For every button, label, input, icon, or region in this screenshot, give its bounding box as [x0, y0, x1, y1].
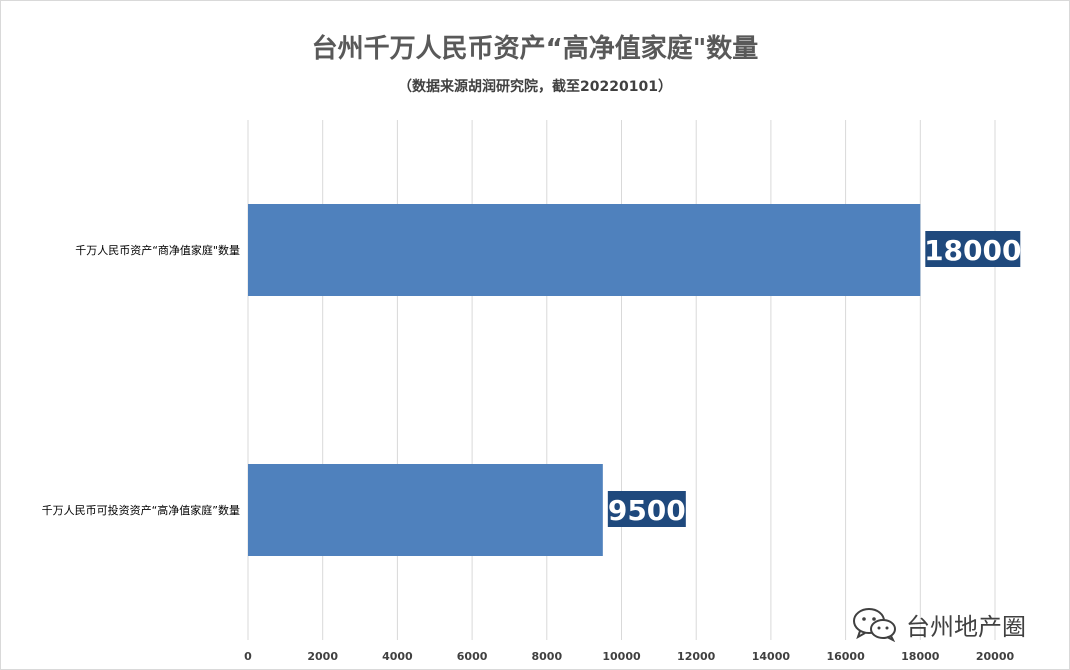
data-label: 18000 — [924, 234, 1021, 267]
data-label-box — [607, 491, 686, 527]
watermark-text: 台州地产圈 — [906, 612, 1026, 641]
data-label: 9500 — [608, 494, 686, 527]
data-label-box — [925, 231, 1021, 267]
y-category-label: 千万人民币可投资资产“高净值家庭”数量 — [42, 503, 240, 517]
x-tick-label: 6000 — [457, 650, 488, 663]
x-tick-label: 12000 — [677, 650, 716, 663]
x-tick-label: 18000 — [901, 650, 940, 663]
wechat-icon — [853, 608, 896, 642]
x-tick-label: 14000 — [752, 650, 791, 663]
x-tick-label: 8000 — [531, 650, 562, 663]
x-tick-label: 0 — [244, 650, 252, 663]
x-tick-label: 16000 — [826, 650, 865, 663]
bar — [248, 464, 603, 556]
x-tick-label: 4000 — [382, 650, 413, 663]
x-tick-label: 10000 — [602, 650, 641, 663]
x-tick-label: 20000 — [976, 650, 1015, 663]
y-category-label: 千万人民币资产“商净值家庭"数量 — [75, 243, 240, 257]
watermark: 台州地产圈 — [852, 606, 1026, 642]
bar — [248, 204, 921, 296]
chart-subtitle: （数据来源胡润研究院，截至20220101） — [398, 79, 672, 95]
chart-title: 台州千万人民币资产“高净值家庭"数量 — [311, 34, 759, 64]
x-tick-label: 2000 — [307, 650, 338, 663]
